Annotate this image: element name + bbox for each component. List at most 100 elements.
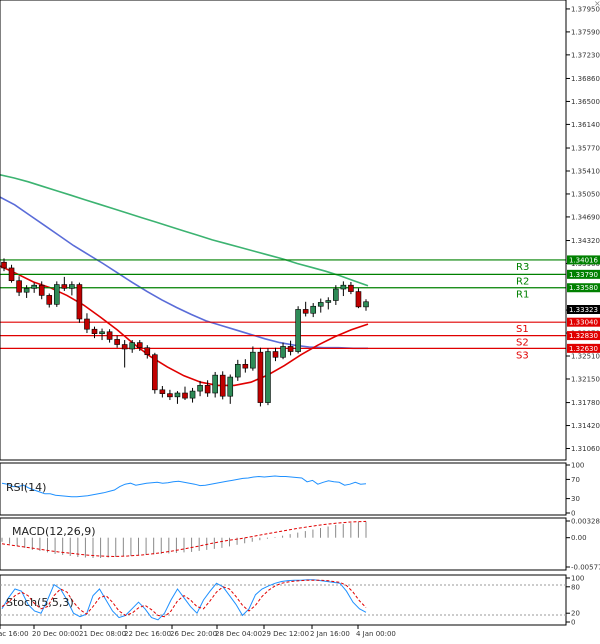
time-tick-label: 2 Jan 16:00	[310, 630, 350, 638]
macd-tick-label: 0.00	[571, 534, 587, 542]
candle-bear	[46, 295, 53, 305]
candle	[23, 285, 30, 298]
time-tick-label: 22 Dec 16:00	[124, 630, 171, 638]
candle	[219, 371, 226, 400]
price-tick-label: 1.37230	[571, 51, 600, 59]
candle-bear	[167, 393, 173, 398]
candle-bear	[38, 284, 45, 296]
level-tag-r3	[567, 255, 600, 265]
level-name-s2: S2	[516, 338, 529, 349]
candle	[287, 340, 294, 356]
time-tick-label: 20 Dec 00:00	[32, 630, 79, 638]
candle	[325, 297, 332, 310]
candle-bull	[212, 374, 218, 394]
time-tick-label: 21 Dec 08:00	[79, 630, 126, 638]
candle	[69, 281, 75, 296]
macd-signal-line	[1, 520, 367, 558]
ma-green-line	[0, 174, 369, 287]
candle	[197, 380, 203, 397]
stochastic-tick-label: 0	[571, 619, 575, 627]
macd-panel-frame	[0, 517, 567, 571]
candle-bull	[23, 288, 30, 293]
price-tick-label: 1.32150	[571, 375, 600, 383]
window-close-icon[interactable]: ×	[594, 0, 600, 8]
level-tag-label: 1.33040	[569, 319, 598, 327]
pivot-level-tags: 1.34016 1.33790 1.33580 1.33040 1.32830 1.326…	[567, 255, 600, 353]
stochastic-tick-label: 100	[571, 575, 584, 583]
candle-bear	[242, 363, 249, 369]
candle-bull	[69, 284, 75, 289]
candle-bear	[152, 354, 158, 391]
macd-axis: 0.003287 0.00 -0.005772	[566, 518, 600, 572]
level-tag-r2	[567, 269, 600, 279]
candle	[234, 359, 241, 381]
last-price-marker: 1.33323	[567, 305, 600, 314]
price-tick-label: 1.35770	[571, 145, 600, 153]
candlesticks	[1, 258, 369, 407]
level-tag-label: 1.33580	[569, 284, 598, 292]
level-tag-r1	[567, 283, 600, 293]
candle	[46, 293, 53, 308]
level-name-s3: S3	[516, 350, 529, 361]
candle-bear	[204, 385, 211, 394]
candle-bear	[159, 389, 166, 394]
candle	[136, 340, 143, 351]
candle-bear	[1, 261, 7, 269]
candle	[257, 347, 264, 407]
stoch-main-line	[1, 579, 367, 621]
macd-tick-label: 0.003287	[571, 518, 600, 526]
candle	[212, 371, 218, 398]
candle	[61, 276, 68, 291]
stochastic-panel-frame	[0, 574, 567, 626]
time-tick-label: 29 Dec 12:00	[262, 630, 309, 638]
candle	[333, 285, 339, 305]
candle	[227, 374, 234, 404]
rsi-tick-label: 70	[571, 476, 580, 484]
macd-histogram	[1, 521, 367, 559]
candle	[114, 335, 120, 348]
candle-bear	[302, 309, 309, 314]
candle	[355, 288, 362, 309]
rsi-line	[1, 475, 367, 498]
candle	[144, 345, 151, 359]
rsi-tick-label: 0	[571, 510, 575, 518]
candle-bull	[317, 302, 324, 307]
stoch-signal-line	[1, 579, 367, 618]
candle-bull	[325, 300, 332, 303]
level-tag-s2	[567, 331, 600, 341]
candle-bull	[250, 351, 256, 369]
last-price-label: 1.33323	[569, 306, 598, 314]
candle	[99, 328, 105, 341]
ma-blue-line	[0, 196, 368, 350]
candle	[302, 301, 309, 317]
level-name-r1: R1	[516, 290, 529, 301]
candle-bull	[197, 385, 203, 392]
candle-bull	[333, 288, 339, 301]
candle	[53, 281, 60, 307]
price-tick-label: 1.32510	[571, 353, 600, 361]
price-tick-label: 1.34690	[571, 213, 600, 221]
candle-bear	[114, 339, 120, 345]
price-tick-label: 1.37950	[571, 5, 600, 13]
candle-bull	[53, 284, 60, 305]
candle-bear	[121, 344, 128, 350]
candle	[340, 281, 347, 297]
candle	[174, 391, 181, 404]
level-tag-label: 1.33790	[569, 271, 598, 279]
price-tick-label: 1.34320	[571, 237, 600, 245]
candle-bull	[234, 363, 241, 378]
candle-bear	[91, 328, 98, 334]
candle	[189, 387, 196, 403]
ma-red-line	[0, 265, 369, 387]
candle-bear	[76, 284, 83, 320]
candle	[317, 298, 324, 313]
candle-bear	[182, 392, 188, 399]
candle-bear	[144, 347, 151, 356]
candle-bear	[84, 318, 90, 330]
rsi-tick-label: 100	[571, 462, 584, 470]
price-tick-label: 1.35410	[571, 167, 600, 175]
candle-bull	[280, 346, 286, 358]
level-tag-s3	[567, 343, 600, 353]
price-tick-label: 1.36500	[571, 98, 600, 106]
